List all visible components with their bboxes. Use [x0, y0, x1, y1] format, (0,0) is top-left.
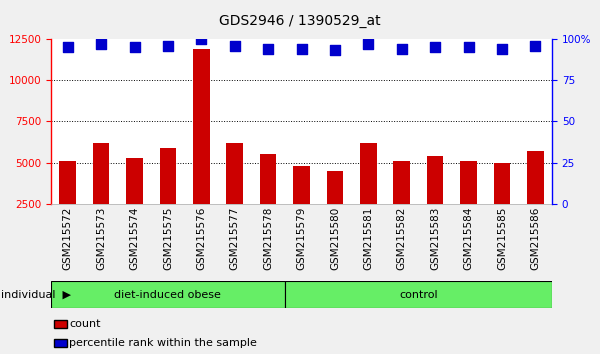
Text: GSM215574: GSM215574 — [130, 207, 139, 270]
Text: GSM215576: GSM215576 — [196, 207, 206, 270]
Text: GSM215582: GSM215582 — [397, 207, 407, 270]
Text: GSM215584: GSM215584 — [463, 207, 473, 270]
Text: count: count — [69, 319, 101, 329]
Text: GSM215578: GSM215578 — [263, 207, 273, 270]
Point — [197, 36, 206, 42]
Point — [430, 44, 440, 50]
Text: GSM215580: GSM215580 — [330, 207, 340, 270]
Point — [97, 41, 106, 47]
Text: GSM215572: GSM215572 — [63, 207, 73, 270]
Point — [397, 46, 407, 52]
Bar — [293, 166, 310, 204]
Text: GSM215577: GSM215577 — [230, 207, 240, 270]
Text: diet-induced obese: diet-induced obese — [115, 290, 221, 300]
Text: GSM215583: GSM215583 — [430, 207, 440, 270]
Bar — [494, 163, 510, 204]
Bar — [226, 143, 243, 204]
Bar — [93, 143, 109, 204]
Bar — [260, 154, 277, 204]
Text: percentile rank within the sample: percentile rank within the sample — [69, 338, 257, 348]
Point — [263, 46, 273, 52]
Bar — [285, 281, 552, 308]
Text: control: control — [399, 290, 438, 300]
Point — [330, 48, 340, 53]
Text: GSM215575: GSM215575 — [163, 207, 173, 270]
Point — [130, 44, 139, 50]
Bar — [427, 156, 443, 204]
Point — [364, 41, 373, 47]
Bar — [326, 171, 343, 204]
Bar — [160, 148, 176, 204]
Point — [163, 43, 173, 48]
Text: GDS2946 / 1390529_at: GDS2946 / 1390529_at — [219, 14, 381, 28]
Point — [297, 46, 307, 52]
Point — [497, 46, 507, 52]
Bar — [59, 161, 76, 204]
Point — [230, 43, 239, 48]
Bar — [360, 143, 377, 204]
Bar — [51, 281, 285, 308]
Text: individual  ▶: individual ▶ — [1, 290, 71, 300]
Bar — [527, 151, 544, 204]
Text: GSM215585: GSM215585 — [497, 207, 507, 270]
Bar — [126, 158, 143, 204]
Bar — [193, 49, 209, 204]
Point — [63, 44, 73, 50]
Text: GSM215581: GSM215581 — [363, 207, 373, 270]
Bar — [394, 161, 410, 204]
Text: GSM215579: GSM215579 — [296, 207, 307, 270]
Point — [530, 43, 540, 48]
Text: GSM215573: GSM215573 — [96, 207, 106, 270]
Point — [464, 44, 473, 50]
Bar — [460, 161, 477, 204]
Text: GSM215586: GSM215586 — [530, 207, 540, 270]
